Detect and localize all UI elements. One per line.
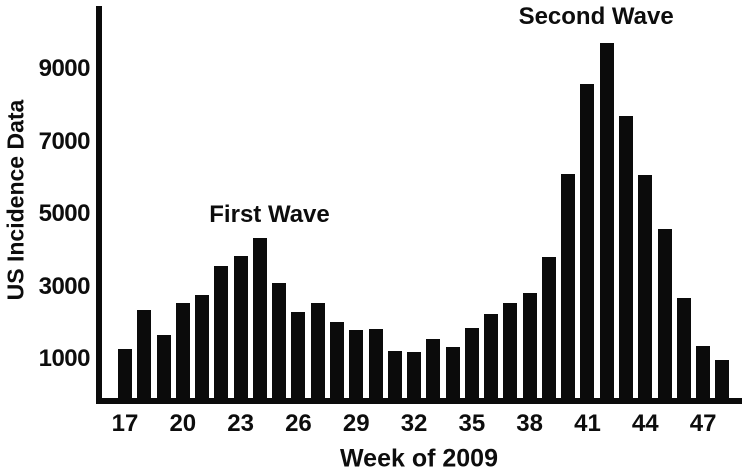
bar-week-34 (445, 347, 460, 400)
bar-week-44 (638, 174, 653, 400)
x-tick-label-41: 41 (574, 410, 601, 437)
y-axis-line (96, 6, 102, 404)
bar-week-28 (329, 321, 344, 400)
bar-week-24 (252, 238, 267, 400)
x-axis-title: Week of 2009 (340, 444, 498, 473)
bar-week-21 (195, 294, 210, 400)
bar-week-19 (156, 334, 171, 400)
bar-week-42 (599, 43, 614, 400)
bar-week-22 (214, 265, 229, 400)
bar-week-27 (310, 302, 325, 400)
y-tick-label-5000: 5000 (38, 200, 91, 228)
x-tick-label-26: 26 (285, 410, 312, 437)
bar-week-29 (349, 330, 364, 400)
x-axis-line (96, 398, 742, 404)
x-tick-label-29: 29 (342, 410, 370, 437)
bar-week-26 (291, 311, 306, 400)
bar-week-41 (580, 84, 595, 400)
bar-week-20 (175, 302, 190, 400)
bar-week-17 (118, 349, 132, 400)
x-tick-label-44: 44 (631, 410, 659, 437)
bar-week-33 (426, 339, 441, 400)
bar-week-40 (561, 174, 576, 400)
bar-week-36 (484, 313, 499, 400)
bar-week-48 (715, 359, 730, 400)
bar-week-46 (676, 298, 691, 400)
bar-week-25 (272, 283, 287, 400)
bar-week-47 (696, 346, 711, 400)
bar-week-23 (233, 255, 248, 400)
bar-week-37 (503, 302, 518, 400)
x-tick-label-35: 35 (458, 410, 486, 437)
annotation-second-wave: Second Wave (518, 2, 674, 30)
x-tick-label-38: 38 (516, 410, 544, 437)
bar-week-35 (464, 327, 479, 400)
bar-week-45 (657, 228, 672, 400)
x-tick-label-47: 47 (689, 410, 717, 437)
y-tick-label-9000: 9000 (38, 55, 91, 83)
y-tick-label-3000: 3000 (38, 272, 91, 300)
bar-week-31 (387, 351, 402, 400)
x-tick-label-23: 23 (227, 410, 254, 437)
bar-week-32 (407, 352, 422, 400)
y-tick-label-7000: 7000 (38, 127, 91, 155)
bar-week-30 (368, 329, 383, 400)
bar-week-43 (619, 115, 634, 400)
x-tick-label-20: 20 (169, 410, 197, 437)
y-tick-label-1000: 1000 (38, 345, 91, 373)
x-tick-label-17: 17 (111, 410, 139, 437)
bar-week-18 (137, 309, 152, 400)
x-tick-label-32: 32 (400, 410, 428, 437)
bar-week-39 (541, 257, 556, 400)
bar-week-38 (522, 293, 537, 400)
annotation-first-wave: First Wave (209, 200, 330, 228)
